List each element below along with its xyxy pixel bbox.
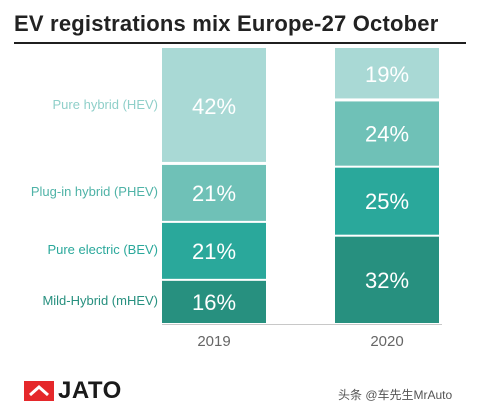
x-tick-label: 2019 xyxy=(197,333,231,350)
series-label: Mild-Hybrid (mHEV) xyxy=(42,292,158,308)
bar-segment xyxy=(335,167,439,235)
data-label: 19% xyxy=(365,62,409,87)
bar-segment xyxy=(162,164,266,221)
x-tick-label: 2020 xyxy=(370,333,404,350)
bar-segment xyxy=(162,280,266,323)
jato-logo-icon xyxy=(24,381,54,401)
data-label: 25% xyxy=(365,189,409,214)
bar-segment xyxy=(162,222,266,279)
data-label: 21% xyxy=(192,181,236,206)
watermark: 头条 @车先生MrAuto xyxy=(338,388,453,402)
bar-segment xyxy=(335,236,439,323)
series-label: Pure electric (BEV) xyxy=(47,241,158,257)
x-axis-baseline xyxy=(162,324,442,325)
series-label: Pure hybrid (HEV) xyxy=(52,96,158,112)
bar-segment xyxy=(162,48,266,162)
bar-segment xyxy=(335,101,439,166)
data-label: 32% xyxy=(365,268,409,293)
title-bar: EV registrations mix Europe-27 October xyxy=(14,8,466,44)
chart-title: EV registrations mix Europe-27 October xyxy=(14,11,439,36)
jato-logo-text: JATO xyxy=(58,377,122,404)
data-label: 42% xyxy=(192,94,236,119)
data-label: 16% xyxy=(192,290,236,315)
data-label: 24% xyxy=(365,122,409,147)
series-label: Plug-in hybrid (PHEV) xyxy=(30,183,158,199)
bar-segment xyxy=(335,48,439,99)
data-label: 21% xyxy=(192,239,236,264)
